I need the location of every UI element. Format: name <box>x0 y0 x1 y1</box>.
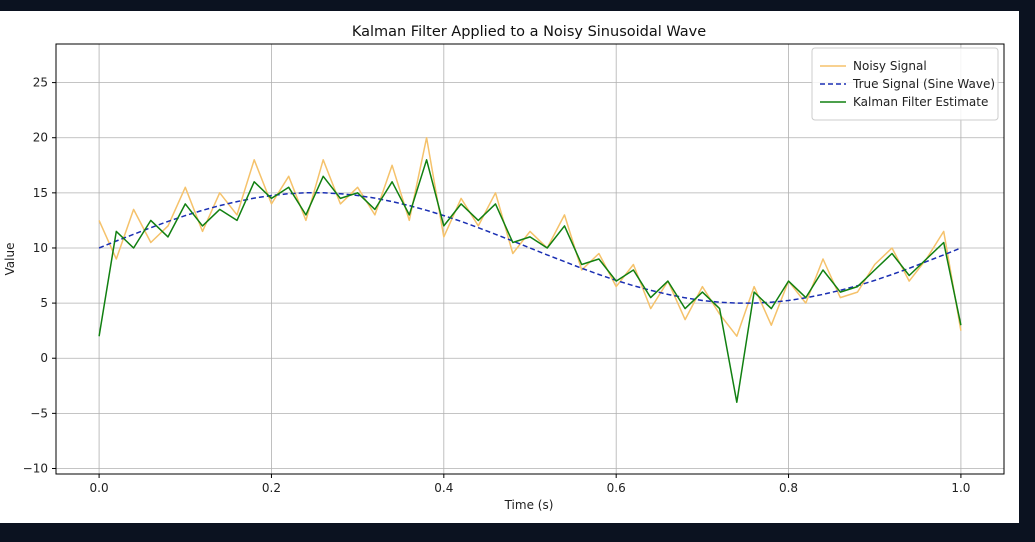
legend-label: Kalman Filter Estimate <box>853 95 988 109</box>
y-tick-label: 15 <box>33 186 48 200</box>
series-line-noisy-signal <box>98 136 962 337</box>
chart-title: Kalman Filter Applied to a Noisy Sinusoi… <box>352 24 706 40</box>
legend-label: Noisy Signal <box>853 59 927 73</box>
legend-label: True Signal (Sine Wave) <box>852 77 995 91</box>
series-line-true-signal-sine-wave <box>98 192 962 304</box>
x-tick-label: 1.0 <box>951 481 970 495</box>
chart-figure: Kalman Filter Applied to a Noisy Sinusoi… <box>0 11 1019 523</box>
legend-box <box>811 47 999 121</box>
y-tick-label: 5 <box>40 296 48 310</box>
series-lines <box>98 136 962 404</box>
y-tick-label: 0 <box>40 351 48 365</box>
axis-ticks: 0.0 0.2 0.4 0.6 0.8 1.0 −10 −5 0 5 10 15 20 25 <box>23 76 971 495</box>
y-tick-label: −10 <box>23 461 48 475</box>
x-tick-label: 0.0 <box>90 481 109 495</box>
x-tick-label: 0.6 <box>607 481 626 495</box>
y-tick-label: 10 <box>33 241 48 255</box>
chart-svg: Kalman Filter Applied to a Noisy Sinusoi… <box>3 24 1005 512</box>
y-tick-label: 25 <box>33 76 48 90</box>
legend: Noisy Signal True Signal (Sine Wave) Kalma… <box>811 47 999 121</box>
plot-area-frame <box>55 43 1005 475</box>
y-tick-label: 20 <box>33 131 48 145</box>
x-tick-label: 0.4 <box>434 481 453 495</box>
y-axis-title: Value <box>3 243 17 276</box>
series-line-kalman-filter-estimate <box>98 159 962 404</box>
x-tick-label: 0.8 <box>779 481 798 495</box>
x-tick-label: 0.2 <box>262 481 281 495</box>
x-axis-title: Time (s) <box>504 498 554 512</box>
y-tick-label: −5 <box>30 406 48 420</box>
